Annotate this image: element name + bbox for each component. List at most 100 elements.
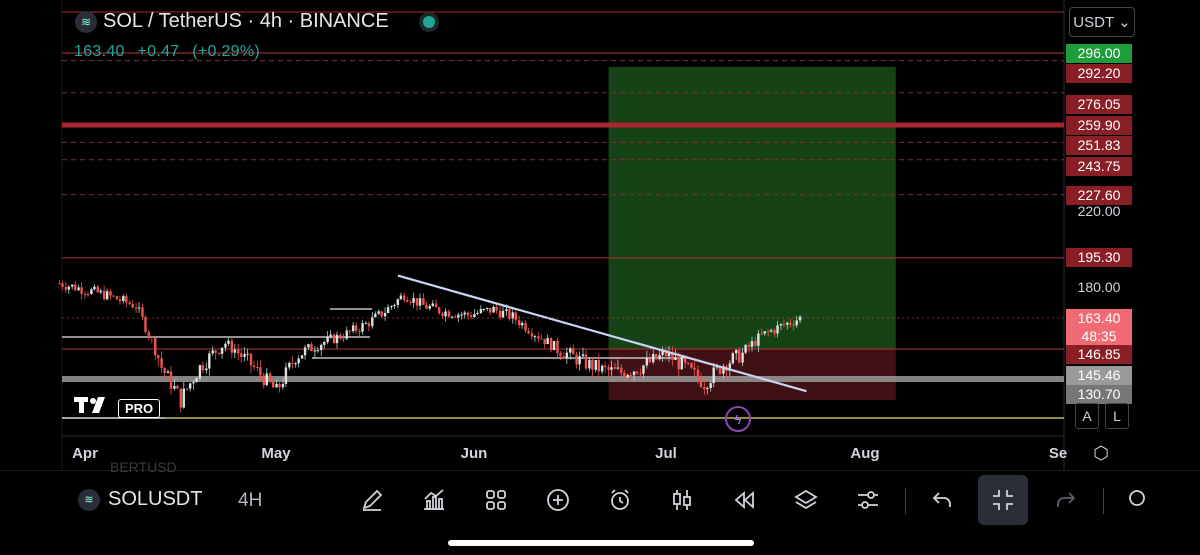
- candle-body: [105, 291, 109, 300]
- candle-body: [792, 324, 795, 326]
- candle-body: [99, 290, 102, 293]
- price-tag-label: 276.05: [1078, 96, 1121, 112]
- candle-body: [406, 300, 409, 302]
- settings-sliders-icon[interactable]: [851, 483, 885, 517]
- candle-body: [112, 295, 115, 297]
- candle-body: [632, 371, 636, 376]
- candle-body: [288, 362, 291, 368]
- price-chart[interactable]: 296.00 292.20 276.05 259.90 251.83 243.75 227.…: [0, 0, 1200, 470]
- candle-body: [517, 320, 521, 326]
- alert-icon[interactable]: [603, 483, 637, 517]
- symbol-header[interactable]: ≋ SOL / TetherUS · 4h · BINANCE: [75, 10, 435, 33]
- price-tag-bg: [1066, 366, 1132, 385]
- candle-body: [530, 333, 534, 337]
- candle-body: [393, 305, 396, 307]
- candle-body: [386, 307, 390, 313]
- timeframe-selector[interactable]: 4H: [238, 490, 263, 511]
- add-icon[interactable]: [541, 483, 575, 517]
- candle-body: [667, 352, 671, 357]
- candle-body: [552, 340, 556, 351]
- candle-body: [501, 310, 505, 318]
- candle-body: [738, 349, 741, 363]
- candle-body: [623, 373, 626, 378]
- auto-scale-button[interactable]: A: [1075, 403, 1099, 429]
- last-price: 163.40: [74, 43, 125, 60]
- candle-body: [616, 367, 620, 369]
- candle-body: [310, 344, 313, 352]
- currency-button[interactable]: USDT ⌄: [1069, 7, 1135, 37]
- fullscreen-exit-icon[interactable]: [978, 475, 1028, 525]
- candle-body: [307, 344, 310, 348]
- candle-body: [709, 383, 712, 389]
- candles-icon[interactable]: [665, 483, 699, 517]
- price-change: +0.47: [137, 43, 180, 60]
- price-tag-bg: [1066, 345, 1132, 364]
- layers-icon[interactable]: [789, 483, 823, 517]
- candle-body: [74, 284, 77, 291]
- candle-body: [731, 353, 735, 364]
- candle-body: [147, 332, 151, 337]
- candle-body: [750, 341, 754, 347]
- candle-body: [173, 385, 176, 389]
- candle-body: [144, 316, 147, 333]
- candle-body: [259, 367, 262, 376]
- toolbar-divider: [905, 488, 906, 514]
- quote-line: 163.40 +0.47 (+0.29%): [74, 43, 268, 61]
- candle-body: [313, 350, 317, 352]
- candle-body: [603, 365, 607, 368]
- candle-body: [658, 355, 661, 360]
- draw-icon[interactable]: [355, 483, 389, 517]
- candle-body: [361, 323, 364, 332]
- candle-body: [735, 349, 738, 354]
- candle-body: [320, 344, 323, 351]
- gear-icon[interactable]: ⬡: [1093, 443, 1109, 463]
- layout-icon[interactable]: [479, 483, 513, 517]
- candle-body: [240, 353, 243, 357]
- candle-body: [549, 338, 553, 351]
- candle-body: [128, 302, 131, 304]
- candle-body: [166, 371, 170, 374]
- candle-body: [160, 358, 163, 368]
- candle-body: [703, 387, 706, 390]
- candle-body: [454, 316, 457, 318]
- lightning-icon[interactable]: ϟ: [725, 406, 751, 432]
- price-tag-bg: [1066, 309, 1132, 347]
- price-tag-bg: [1066, 385, 1132, 404]
- log-scale-button[interactable]: L: [1105, 403, 1129, 429]
- candle-body: [294, 363, 297, 365]
- candle-body: [335, 334, 339, 344]
- candle-body: [600, 365, 604, 372]
- candle-body: [572, 348, 575, 355]
- chart-area[interactable]: 296.00 292.20 276.05 259.90 251.83 243.75 227.…: [0, 0, 1200, 470]
- indicators-icon[interactable]: [417, 483, 451, 517]
- candle-body: [275, 383, 278, 388]
- search-icon[interactable]: [1120, 483, 1154, 517]
- candle-body: [237, 349, 240, 354]
- candle-body: [303, 347, 307, 356]
- candle-body: [339, 334, 342, 339]
- candle-body: [655, 354, 658, 360]
- candle-body: [543, 338, 546, 345]
- candle-body: [664, 350, 668, 357]
- x-tick-label: Jul: [655, 445, 677, 462]
- candle-body: [620, 367, 623, 374]
- candle-body: [329, 334, 332, 337]
- candle-body: [374, 313, 377, 318]
- candle-body: [776, 325, 779, 334]
- symbol-selector[interactable]: ≋ SOLUSDT: [78, 488, 202, 511]
- candle-body: [297, 358, 300, 364]
- candle-body: [540, 338, 543, 340]
- candle-body: [706, 388, 709, 390]
- undo-icon[interactable]: [925, 483, 959, 517]
- candle-body: [150, 336, 154, 339]
- candle-body: [677, 357, 680, 370]
- candle-body: [396, 299, 400, 306]
- replay-icon[interactable]: [727, 483, 761, 517]
- candle-body: [741, 352, 744, 363]
- candle-body: [179, 388, 182, 408]
- candle-body: [122, 296, 125, 302]
- redo-icon[interactable]: [1049, 483, 1083, 517]
- toolbar-symbol: SOLUSDT: [108, 488, 203, 510]
- candle-body: [354, 325, 358, 331]
- candle-body: [214, 350, 217, 353]
